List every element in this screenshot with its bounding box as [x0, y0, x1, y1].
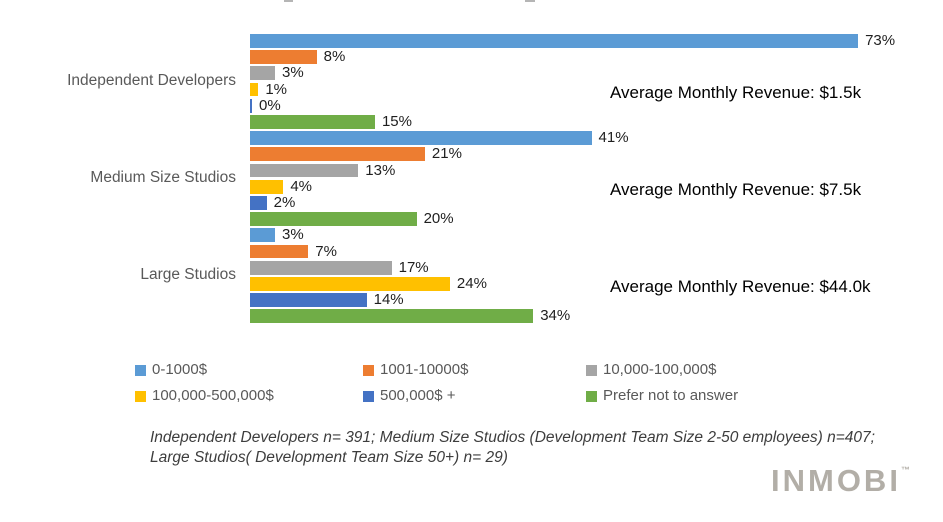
- bar-value-label: 24%: [456, 275, 487, 292]
- bar-large-studios-100-000-500-000: [250, 277, 450, 291]
- legend-item-0-1000: 0-1000$: [135, 361, 207, 379]
- bar-value-label: 1%: [265, 80, 288, 98]
- cropped-title-remnant: [284, 0, 293, 2]
- legend-swatch-icon: [586, 390, 597, 402]
- legend-swatch-icon: [363, 390, 374, 402]
- bar-value-label: 7%: [315, 242, 337, 260]
- legend-swatch-icon: [135, 390, 146, 402]
- logo-text: INMOBI: [771, 463, 901, 498]
- annotation-avg-revenue-large-studios: Average Monthly Revenue: $44.0k: [610, 277, 871, 296]
- legend-item-1001-10000: 1001-10000$: [363, 361, 468, 379]
- footnote-line-2: Large Studios( Development Team Size 50+…: [150, 449, 508, 466]
- bar-value-label: 13%: [365, 161, 396, 179]
- bar-value-label: 3%: [281, 64, 304, 82]
- legend-item-10-000-100-000: 10,000-100,000$: [586, 361, 716, 379]
- bar-independent-developers-prefer-not-to-answer: [250, 115, 375, 129]
- cropped-title-remnant: [525, 0, 535, 2]
- category-label-medium-size-studios: Medium Size Studios: [90, 168, 236, 186]
- bar-independent-developers-0-1000: [250, 34, 859, 48]
- inmobi-logo: INMOBI™: [771, 464, 910, 498]
- category-label-independent-developers: Independent Developers: [67, 71, 236, 89]
- legend-label: Prefer not to answer: [603, 387, 739, 404]
- bar-medium-size-studios-100-000-500-000: [250, 179, 284, 194]
- bar-value-label: 0%: [259, 96, 281, 114]
- annotation-avg-revenue-independent-developers: Average Monthly Revenue: $1.5k: [610, 82, 862, 102]
- bar-value-label: 20%: [423, 210, 454, 228]
- legend-item-500-000: 500,000$ +: [363, 387, 456, 405]
- bar-value-label: 4%: [290, 177, 312, 195]
- bar-value-label: 73%: [865, 32, 896, 49]
- legend-label: 10,000-100,000$: [603, 361, 717, 378]
- bar-value-label: 17%: [398, 258, 429, 276]
- bar-independent-developers-1001-10000: [250, 50, 317, 64]
- category-label-large-studios: Large Studios: [140, 266, 236, 283]
- bar-value-label: 41%: [598, 129, 629, 147]
- legend-swatch-icon: [135, 364, 146, 376]
- bar-independent-developers-500-000: [250, 98, 252, 113]
- legend-swatch-icon: [363, 364, 374, 376]
- legend-swatch-icon: [586, 364, 597, 376]
- bar-medium-size-studios-500-000: [250, 196, 267, 210]
- logo-trademark-icon: ™: [900, 465, 910, 475]
- bar-independent-developers-100-000-500-000: [250, 82, 259, 97]
- bar-medium-size-studios-0-1000: [250, 131, 592, 145]
- bar-medium-size-studios-1001-10000: [250, 147, 425, 162]
- legend-label: 0-1000$: [152, 361, 208, 378]
- bar-value-label: 14%: [373, 291, 404, 309]
- bar-large-studios-1001-10000: [250, 244, 309, 259]
- legend-label: 100,000-500,000$: [152, 387, 274, 404]
- bar-large-studios-0-1000: [250, 228, 275, 243]
- legend-label: 500,000$ +: [380, 387, 456, 404]
- bar-large-studios-10-000-100-000: [250, 260, 392, 275]
- bar-independent-developers-10-000-100-000: [250, 66, 275, 81]
- bar-large-studios-prefer-not-to-answer: [250, 309, 534, 324]
- legend-item-100-000-500-000: 100,000-500,000$: [135, 387, 274, 405]
- bar-value-label: 3%: [281, 226, 304, 244]
- bar-value-label: 15%: [381, 113, 412, 130]
- annotation-avg-revenue-medium-size-studios: Average Monthly Revenue: $7.5k: [610, 179, 862, 199]
- bar-value-label: 21%: [431, 145, 462, 163]
- bar-value-label: 2%: [273, 194, 296, 211]
- bar-large-studios-500-000: [250, 293, 367, 307]
- footnote-line-1: Independent Developers n= 391; Medium Si…: [150, 429, 875, 446]
- legend-label: 1001-10000$: [380, 361, 469, 378]
- bar-value-label: 34%: [540, 307, 571, 325]
- footnote: Independent Developers n= 391; Medium Si…: [150, 428, 940, 468]
- bar-medium-size-studios-10-000-100-000: [250, 163, 359, 178]
- bar-medium-size-studios-prefer-not-to-answer: [250, 212, 417, 226]
- legend-item-prefer-not-to-answer: Prefer not to answer: [586, 387, 738, 405]
- bar-value-label: 8%: [323, 48, 346, 66]
